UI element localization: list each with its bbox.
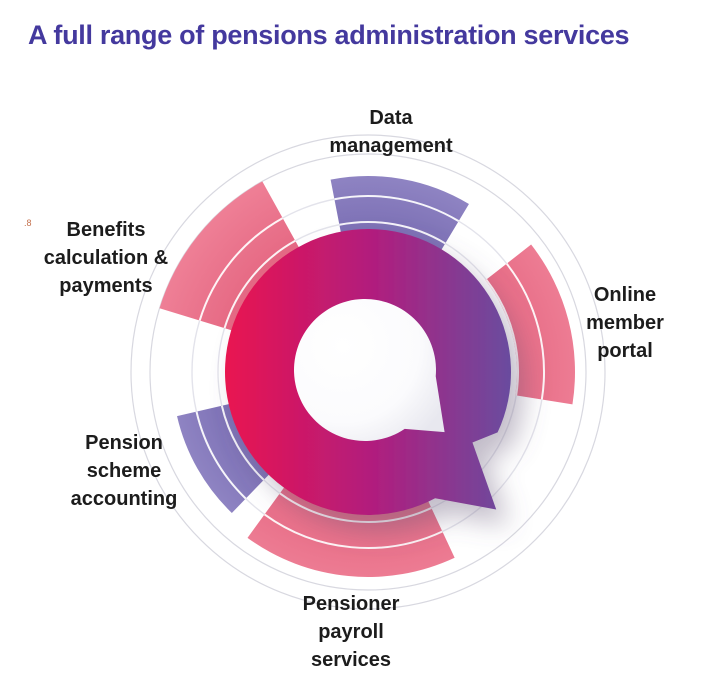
guide-circle [130,134,606,610]
segment-pension-scheme-accounting [177,400,280,513]
segment-overlay-arc [195,411,247,500]
segment-overlay-arc [223,239,296,329]
segment-overlay-arc [279,492,432,523]
segment-overlay-arc [263,513,443,549]
logo-hole-bubble [294,298,445,441]
label-benefits-calculation-payments: Benefits calculation & payments [43,219,169,297]
stray-text-artifact: .8 [24,218,32,228]
label-pension-scheme-accounting: Pension scheme accounting [70,432,178,510]
segment-overlay-arc [339,221,446,245]
segment-overlay-arc [198,217,284,321]
label-data-management: Data management [329,107,453,157]
label-pensioner-payroll-services: Pensioner payroll services [302,593,400,671]
segment-overlay-arc [485,279,519,396]
page-title: A full range of pensions administration … [28,20,630,50]
segment-overlay-arc [505,263,545,400]
segment-overlay-arc [220,405,265,481]
segment-online-member-portal [485,244,575,405]
label-online-member-portal: Online member portal [586,284,664,362]
guide-circle [149,153,587,591]
segment-overlay-arc [334,195,460,222]
segment-benefits-calculation-payments [159,181,304,334]
